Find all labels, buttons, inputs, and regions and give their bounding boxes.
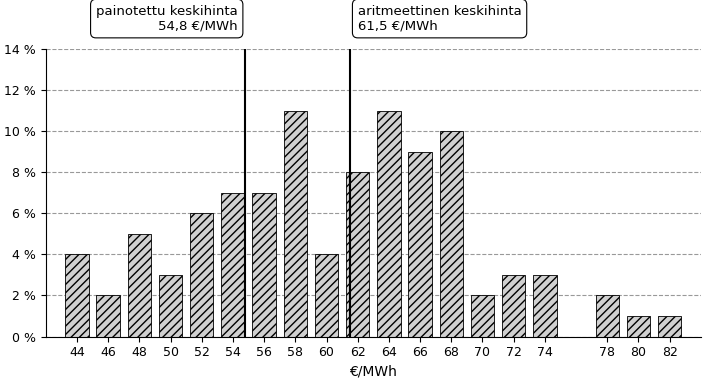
Bar xyxy=(159,275,182,337)
Bar xyxy=(533,275,556,337)
Bar xyxy=(440,131,463,337)
Bar xyxy=(252,193,276,337)
Bar xyxy=(190,213,214,337)
Bar xyxy=(658,316,681,337)
Bar xyxy=(596,295,619,337)
Bar xyxy=(66,254,89,337)
Bar xyxy=(471,295,494,337)
Bar xyxy=(502,275,525,337)
Bar xyxy=(346,172,369,337)
Bar xyxy=(128,234,151,337)
Bar xyxy=(627,316,650,337)
Bar xyxy=(377,111,400,337)
Bar xyxy=(315,254,338,337)
Bar xyxy=(408,152,431,337)
Bar xyxy=(283,111,307,337)
Text: aritmeettinen keskihinta
61,5 €/MWh: aritmeettinen keskihinta 61,5 €/MWh xyxy=(357,5,522,33)
X-axis label: €/MWh: €/MWh xyxy=(350,365,397,379)
Text: painotettu keskihinta
54,8 €/MWh: painotettu keskihinta 54,8 €/MWh xyxy=(96,5,238,33)
Bar xyxy=(97,295,120,337)
Bar xyxy=(221,193,245,337)
